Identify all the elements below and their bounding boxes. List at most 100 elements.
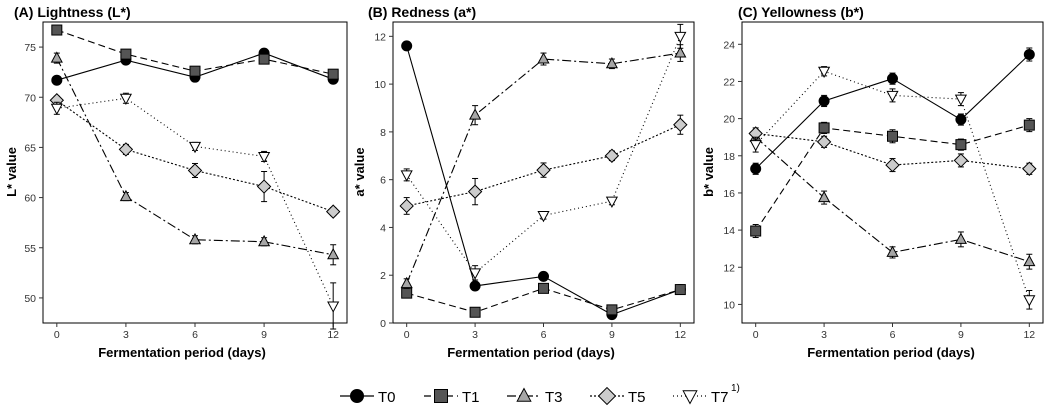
x-tick-label: 0 — [753, 329, 759, 341]
y-tick-label: 70 — [24, 92, 36, 104]
y-tick-label: 75 — [24, 42, 36, 54]
series-line — [406, 36, 681, 274]
data-point — [1022, 161, 1037, 176]
series-t3 — [400, 44, 687, 289]
series-line — [755, 54, 1030, 170]
y-tick-label: 12 — [374, 31, 386, 43]
data-point — [673, 117, 688, 132]
data-point — [1023, 254, 1036, 267]
legend-marker — [434, 389, 448, 403]
y-tick-label: 55 — [24, 243, 36, 255]
y-tick-label: 14 — [723, 225, 735, 237]
data-point — [400, 170, 413, 182]
data-point — [51, 24, 63, 36]
x-axis-label: Fermentation period (days) — [447, 345, 615, 360]
data-point — [818, 122, 830, 134]
y-tick-label: 60 — [24, 193, 36, 205]
y-tick-label: 12 — [723, 262, 735, 274]
x-tick-label: 6 — [192, 329, 198, 341]
x-tick-label: 9 — [609, 329, 615, 341]
data-point — [256, 179, 272, 194]
y-tick-label: 65 — [24, 142, 36, 154]
y-tick-label: 4 — [380, 222, 386, 234]
data-point — [120, 48, 132, 60]
data-point — [954, 94, 967, 106]
series-t5 — [49, 93, 341, 219]
x-tick-label: 6 — [541, 329, 547, 341]
data-point — [605, 57, 618, 69]
series-t0 — [401, 40, 686, 321]
panel-title: (A) Lightness (L*) — [14, 4, 131, 20]
legend-label: T7 — [711, 389, 729, 406]
data-point — [327, 68, 339, 80]
data-point — [258, 53, 270, 65]
data-point — [886, 90, 899, 103]
data-point — [469, 268, 482, 280]
data-point — [401, 40, 413, 52]
data-point — [467, 184, 483, 199]
data-point — [118, 142, 134, 157]
legend-marker — [350, 389, 364, 403]
data-point — [887, 73, 898, 85]
y-tick-label: 24 — [723, 39, 735, 51]
data-point — [749, 140, 762, 152]
data-point — [816, 134, 832, 150]
data-point — [606, 304, 618, 316]
x-tick-label: 3 — [123, 329, 129, 341]
legend-label: T5 — [628, 389, 646, 406]
y-tick-label: 10 — [723, 299, 735, 311]
y-tick-label: 0 — [380, 318, 386, 330]
legend: T0 T1 T3 T5 T7 1) — [340, 383, 740, 406]
data-point — [955, 114, 967, 126]
series-line — [56, 97, 334, 307]
plot-frame — [741, 21, 1044, 324]
data-point — [469, 306, 481, 318]
data-point — [1023, 119, 1035, 131]
data-point — [119, 189, 132, 202]
series-line — [406, 52, 681, 284]
series-t1 — [51, 24, 339, 80]
y-tick-label: 16 — [723, 188, 735, 200]
data-point — [536, 162, 551, 178]
panel-redness: (B) Redness (a*) Fermentation period (da… — [352, 4, 695, 360]
data-point — [953, 153, 969, 168]
panel-title: (B) Redness (a*) — [368, 4, 476, 20]
series-t3 — [50, 51, 340, 266]
data-point — [604, 148, 620, 163]
series-t5 — [399, 114, 688, 215]
panel-title: (C) Yellowness (b*) — [738, 4, 864, 20]
data-point — [537, 211, 550, 223]
data-point — [818, 95, 830, 107]
data-point — [50, 103, 63, 116]
legend-marker — [516, 387, 532, 402]
data-point — [469, 280, 481, 292]
x-tick-label: 0 — [54, 329, 60, 341]
x-tick-label: 6 — [890, 329, 896, 341]
data-point — [605, 196, 618, 208]
data-point — [400, 276, 413, 289]
data-point — [399, 198, 414, 214]
data-point — [327, 247, 340, 260]
data-point — [325, 204, 341, 219]
y-tick-label: 2 — [380, 270, 386, 282]
legend-label: T0 — [378, 389, 396, 406]
y-axis-label: a* value — [352, 147, 367, 196]
data-point — [954, 232, 967, 244]
legend-item-t7: T7 1) — [711, 383, 740, 406]
data-point — [188, 232, 202, 245]
data-point — [674, 46, 687, 58]
data-point — [258, 234, 271, 247]
data-point — [189, 65, 201, 77]
series-t7 — [749, 66, 1036, 310]
x-tick-label: 9 — [958, 329, 964, 341]
series-t3 — [749, 130, 1036, 270]
x-tick-label: 3 — [821, 329, 827, 341]
legend-item-t3: T3 — [545, 389, 563, 406]
data-point — [50, 51, 63, 63]
y-tick-label: 8 — [380, 127, 386, 139]
legend-label: T3 — [545, 389, 563, 406]
data-point — [818, 66, 831, 79]
data-point — [469, 108, 482, 120]
data-point — [119, 93, 132, 106]
series-line — [755, 136, 1030, 263]
